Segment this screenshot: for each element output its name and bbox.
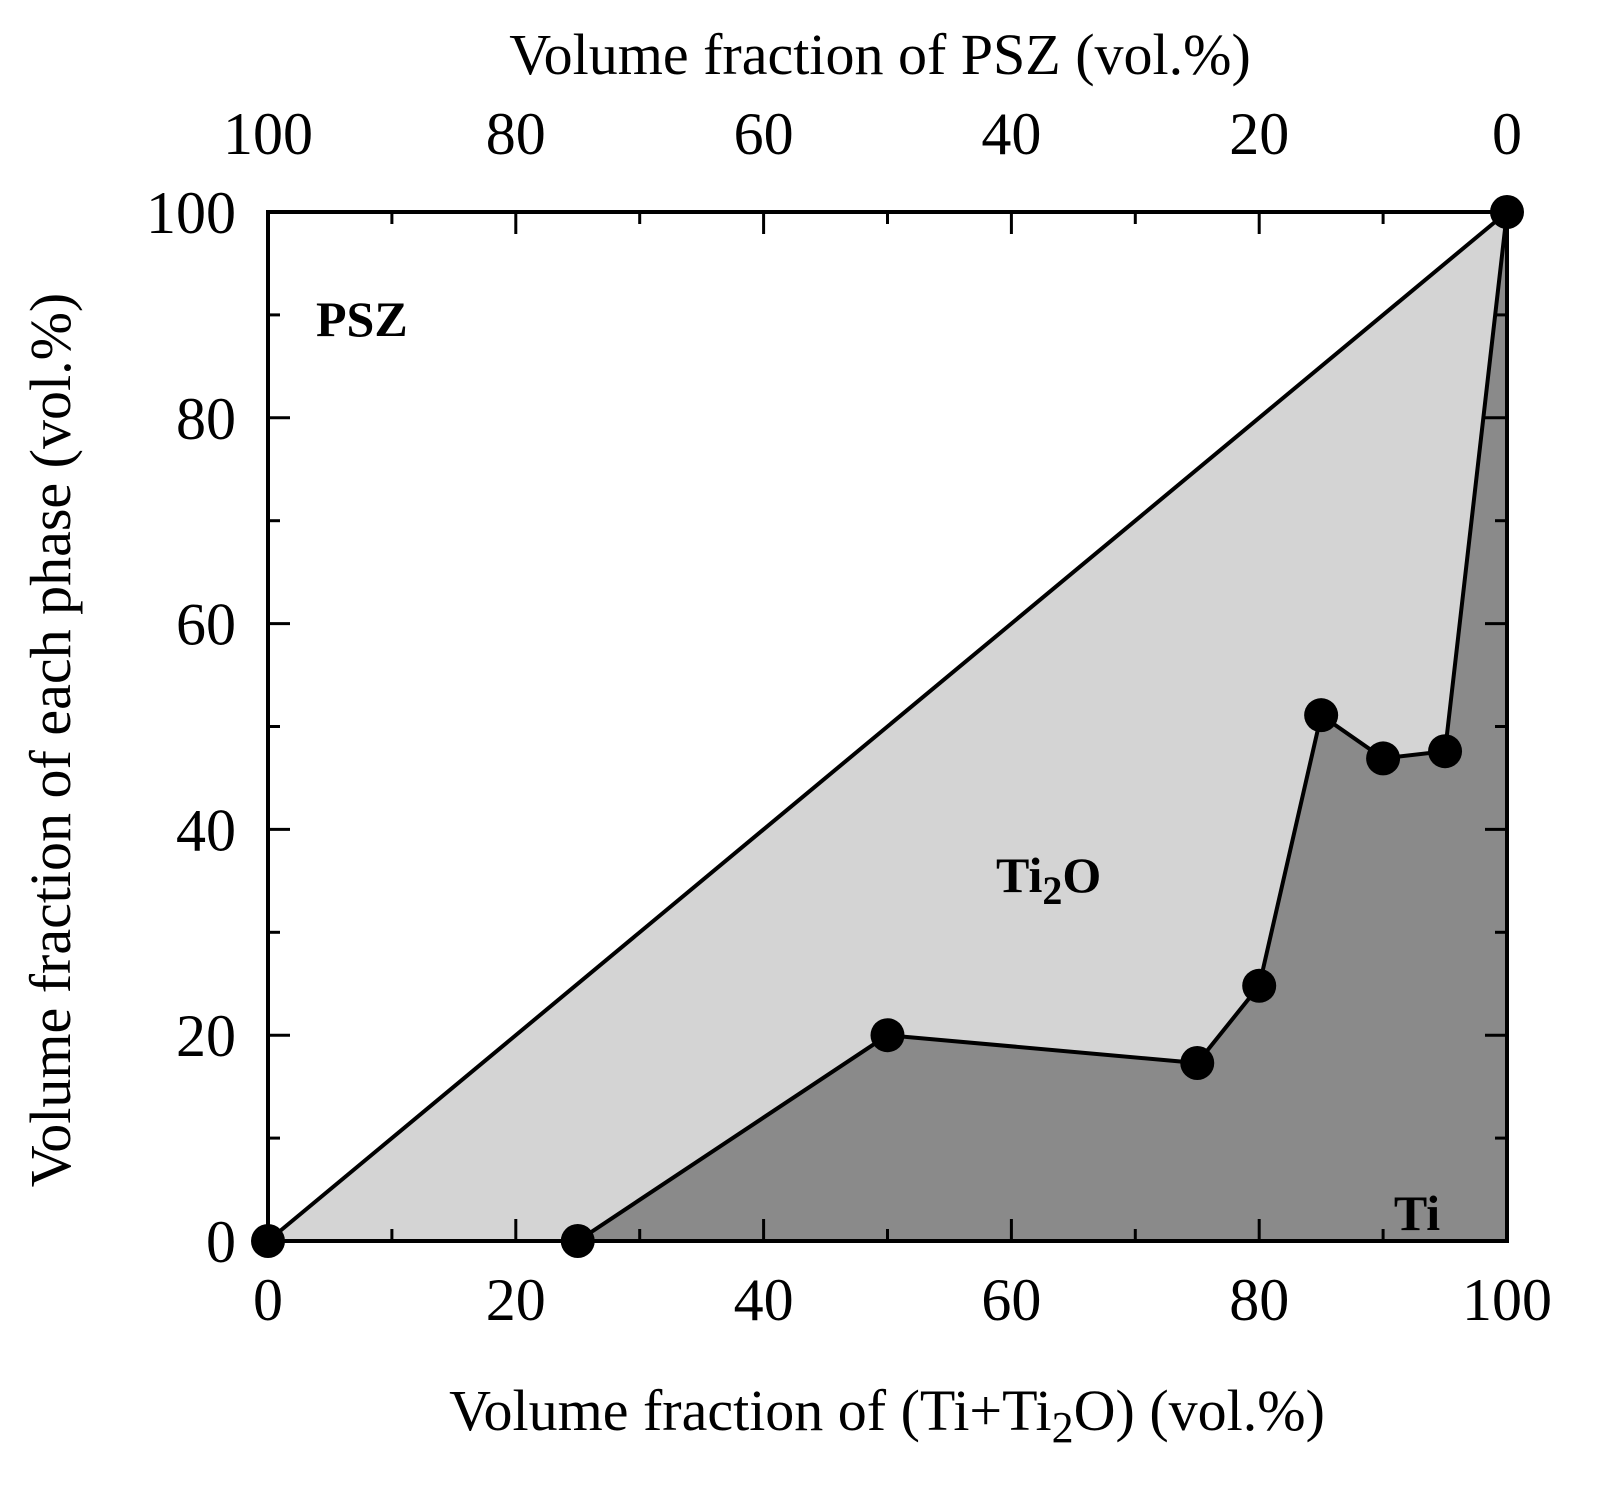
x-top-tick-label: 80 [486,101,546,167]
y-tick-label: 40 [176,797,236,863]
region-label-ti2o-main: Ti [996,847,1042,903]
x-bottom-tick-label: 60 [981,1267,1041,1333]
series-line-psz-ti2o-boundary [266,210,1509,1243]
x-axis-top-title: Volume fraction of PSZ (vol.%) [509,22,1251,87]
region-label-ti: Ti [1394,1185,1440,1241]
x-bottom-tick-label: 40 [734,1267,794,1333]
region-label-ti2o-tail: O [1062,847,1101,903]
data-point [870,1018,905,1053]
y-tick-label: 20 [176,1003,236,1069]
data-point [1490,195,1524,229]
x-axis-bottom-title: Volume fraction of (Ti+Ti2O) (vol.%) [449,1378,1325,1452]
plot-frame [266,210,1509,1243]
y-axis-title: Volume fraction of each phase (vol.%) [18,293,83,1187]
x-bottom-tick-label: 20 [486,1267,546,1333]
data-point [560,1224,595,1258]
data-point [1304,698,1339,733]
x-top-tick-label: 40 [981,101,1041,167]
x-bottom-tick-label: 80 [1229,1267,1289,1333]
x-top-tick-label: 20 [1229,101,1289,167]
region-label-ti2o: Ti2O [996,847,1101,913]
region-label-psz: PSZ [316,291,408,347]
region-label-ti2o-subscript: 2 [1042,868,1062,913]
x-top-tick-label: 60 [734,101,794,167]
y-tick-label: 100 [146,180,236,246]
y-tick-label: 0 [206,1209,236,1275]
data-point [251,1224,285,1258]
data-point [1180,1045,1215,1080]
x-top-tick-label: 100 [223,101,313,167]
x-axis-bottom-title-tail: O) (vol.%) [1074,1378,1325,1443]
data-point [1242,968,1277,1003]
x-axis-bottom-title-main: Volume fraction of (Ti+Ti [449,1378,1052,1443]
x-top-tick-label: 0 [1492,101,1522,167]
data-point [1366,741,1401,776]
data-markers [251,195,1524,1258]
data-point [1428,734,1463,769]
x-bottom-tick-label: 100 [1462,1267,1552,1333]
y-tick-label: 80 [176,386,236,452]
y-tick-label: 60 [176,592,236,658]
x-axis-bottom-title-subscript: 2 [1052,1403,1074,1452]
x-bottom-tick-label: 0 [253,1267,283,1333]
